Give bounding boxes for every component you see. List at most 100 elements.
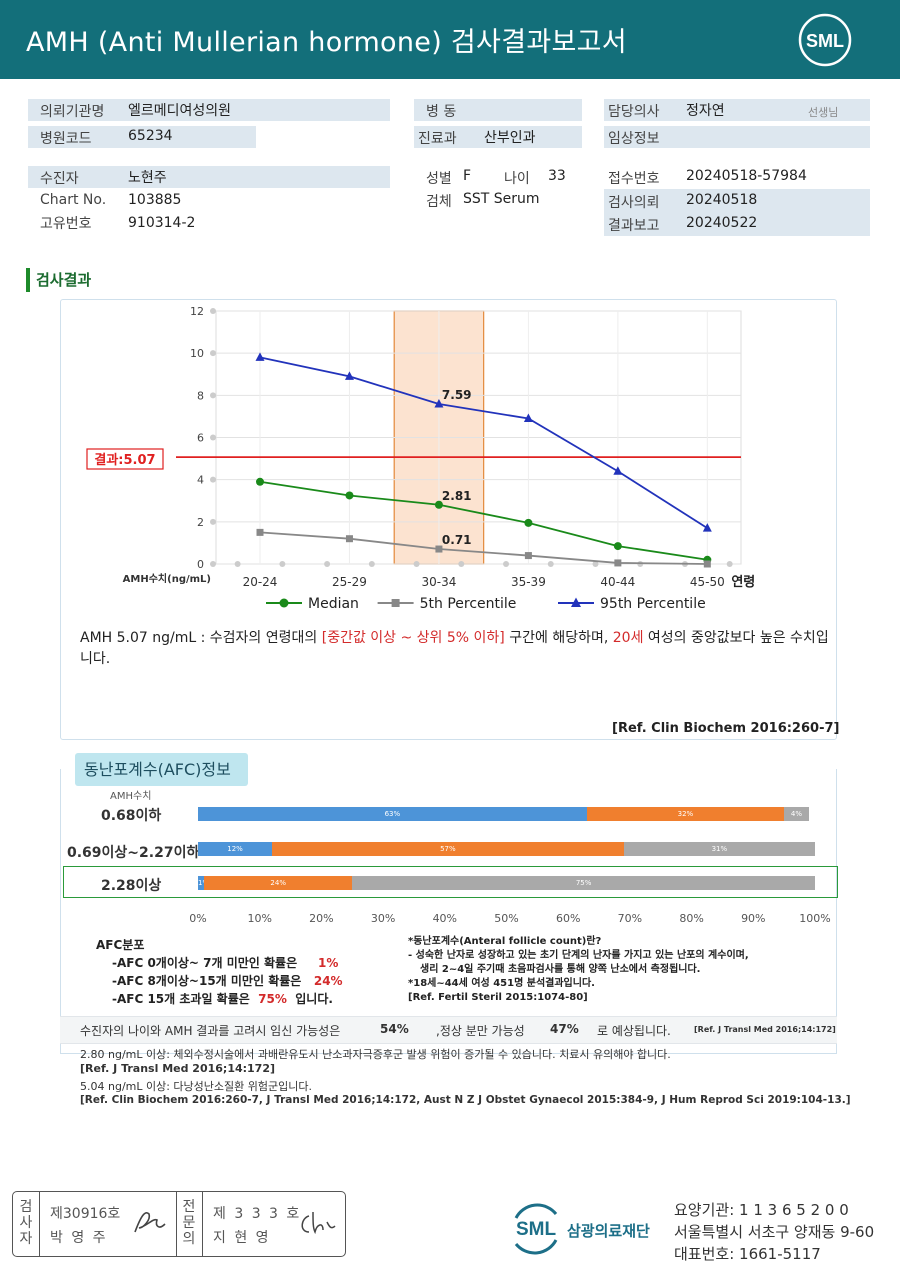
p5-point [345,535,353,543]
sex-value: F [463,168,472,184]
p5-point [614,559,622,567]
p5-point [703,560,711,568]
receipt-value: 20240518-57984 [686,168,807,184]
pregnancy-ref: [Ref. J Transl Med 2016;14:172] [694,1025,836,1034]
interpretation-range: [중간값 이상 ~ 상위 5% 이하] [321,630,505,646]
hospital-code-value: 65234 [128,128,173,144]
chart-reference: [Ref. Clin Biochem 2016:260-7] [612,721,840,736]
specialist-signature [301,1211,336,1235]
afc-dist-text: -AFC 15개 초과일 확률은 [112,992,250,1006]
x-tick-label: 30-34 [421,575,456,589]
age-value: 33 [548,168,566,184]
afc-def-line: - 성숙한 난자로 성장하고 있는 초기 단계의 난자를 가지고 있는 난포의 … [408,950,749,961]
afc-axis-tick: 100% [799,912,831,925]
afc-dist-value: 1% [318,956,339,970]
clinical-cell [604,126,870,148]
interpretation-part1: AMH 5.07 ng/mL : 수검자의 연령대의 [80,630,322,646]
series-line-median [259,480,708,561]
afc-bar-segment: 1% [198,876,205,890]
y-tick-label: 2 [197,516,204,529]
x-tick-label: 40-44 [600,575,635,589]
org-name: 삼광의료재단 [567,1222,650,1240]
interpretation-age: 20세 [612,630,644,646]
footnote: 2.80 ng/mL 이상: 체외수정시술에서 과배란유도시 난소과자극증후군 … [80,1048,671,1061]
x-tick-dot [368,561,375,567]
result-tag-text: 결과:5.07 [94,452,155,468]
y-tick-dot [210,308,216,314]
p95-point [344,371,354,380]
p95-point [523,413,533,423]
legend-label: 95th Percentile [600,596,706,612]
hospital-label: 의뢰기관명 [40,104,105,120]
y-axis-label: AMH수치(ng/mL) [123,572,211,585]
footnote: [Ref. J Transl Med 2016;14:172] [80,1062,276,1075]
interpretation-part5: 여성의 중앙값보다 높은 수치입니다. [80,630,829,667]
y-tick-dot [210,476,216,483]
afc-axis-tick: 30% [370,912,396,925]
afc-row-label-1: 0.69이상~2.27이하 [67,845,200,861]
y-tick-label: 6 [197,432,204,445]
p95-point [702,523,712,532]
pregnancy-value1: 54% [380,1022,409,1036]
y-tick-dot [210,392,216,399]
afc-bar-segment: 12% [198,842,273,856]
sex-label: 성별 [426,171,452,187]
x-tick-dot [413,561,420,567]
dept-value: 산부인과 [484,130,536,146]
tester-name: 박 영 주 [50,1230,108,1246]
patient-label: 수진자 [40,171,79,187]
org-address: 서울특별시 서초구 양재동 9-60 [674,1223,875,1241]
pregnancy-box [60,1016,837,1044]
x-tick-dot [503,561,510,567]
patient-cell [28,166,390,188]
afc-def-line: 생리 2~4일 주기때 초음파검사를 통해 양쪽 난소에서 측정됩니다. [420,964,701,975]
median-point [613,542,622,551]
request-label: 검사의뢰 [608,195,660,211]
doctor-label: 담당의사 [608,104,660,120]
result-tag: 결과:5.07 [86,448,164,470]
pregnancy-text3: 로 예상됩니다. [597,1024,671,1038]
afc-bar-2: 1%24%75% [198,876,815,890]
afc-axis-tick: 0% [189,912,207,925]
afc-dist-value: 24% [313,974,343,988]
hospital-code-cell [28,126,256,148]
hospital-cell [28,99,390,121]
report-title: AMH (Anti Mullerian hormone) 검사결과보고서 [26,27,627,58]
y-tick-dot [210,350,216,357]
report-value: 20240522 [686,215,758,231]
p95-point [255,352,265,361]
legend-marker [279,598,289,608]
afc-bar-segment: 24% [204,876,353,890]
x-tick-label: 25-29 [332,575,367,589]
chart-panel: 0 2 4 6 8 10 12 20-24 25-29 30-34 35-39 40-44 45-50 A… [60,299,837,740]
afc-distribution: AFC분포 -AFC 0개이상~ 7개 미만인 확률은 1% -AFC 8개이상… [96,936,343,1008]
svg-text:SML: SML [806,31,844,51]
hospital-code-label: 병원코드 [40,131,92,147]
receipt-label: 접수번호 [608,171,660,187]
footnote: 5.04 ng/mL 이상: 다낭성난소질환 위험군입니다. [80,1080,312,1093]
p5-point [256,528,264,536]
afc-axis-tick: 90% [741,912,766,925]
age-label: 나이 [504,171,530,187]
y-tick-label: 4 [197,474,204,487]
chart-value: 103885 [128,192,182,208]
afc-def-line: *동난포계수(Anteral follicle count)란? [408,936,602,947]
org-code: 요양기관: 1 1 3 6 5 2 0 0 [674,1201,849,1219]
doctor-value: 정자연 [686,103,725,119]
afc-axis-tick: 70% [617,912,643,925]
afc-dist-row: -AFC 15개 초과일 확률은 75% 입니다. [96,990,343,1008]
org-phone: 대표번호: 1661-5117 [674,1245,821,1263]
afc-bar-segment: 63% [198,807,587,821]
x-tick-dot [234,561,241,567]
x-tick-dot [726,561,733,567]
chart-label: Chart No. [40,192,107,208]
y-tick-label: 8 [197,389,204,402]
y-tick-dot [210,434,216,441]
afc-bar-segment: 31% [623,842,815,856]
specialist-no: 제 3 3 3 호 [213,1206,302,1222]
afc-panel [60,769,837,1054]
dept-cell [414,126,582,148]
patient-value: 노현주 [128,170,167,186]
report-label: 결과보고 [608,218,660,234]
